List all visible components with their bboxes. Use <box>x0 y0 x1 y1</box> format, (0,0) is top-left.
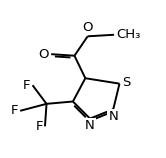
Text: CH₃: CH₃ <box>116 28 141 41</box>
Text: O: O <box>82 21 93 34</box>
Text: F: F <box>11 104 18 117</box>
Text: S: S <box>122 76 130 89</box>
Text: F: F <box>23 79 31 92</box>
Text: CH₃: CH₃ <box>116 28 141 41</box>
Text: S: S <box>122 76 130 89</box>
Text: F: F <box>23 79 31 92</box>
Text: O: O <box>82 21 93 34</box>
Text: O: O <box>38 48 49 61</box>
Text: N: N <box>108 110 118 123</box>
Text: F: F <box>11 104 18 117</box>
Text: F: F <box>36 120 43 133</box>
Text: N: N <box>85 119 95 132</box>
Text: N: N <box>108 110 118 123</box>
Text: N: N <box>85 119 95 132</box>
Text: F: F <box>36 120 43 133</box>
Text: O: O <box>38 48 49 61</box>
